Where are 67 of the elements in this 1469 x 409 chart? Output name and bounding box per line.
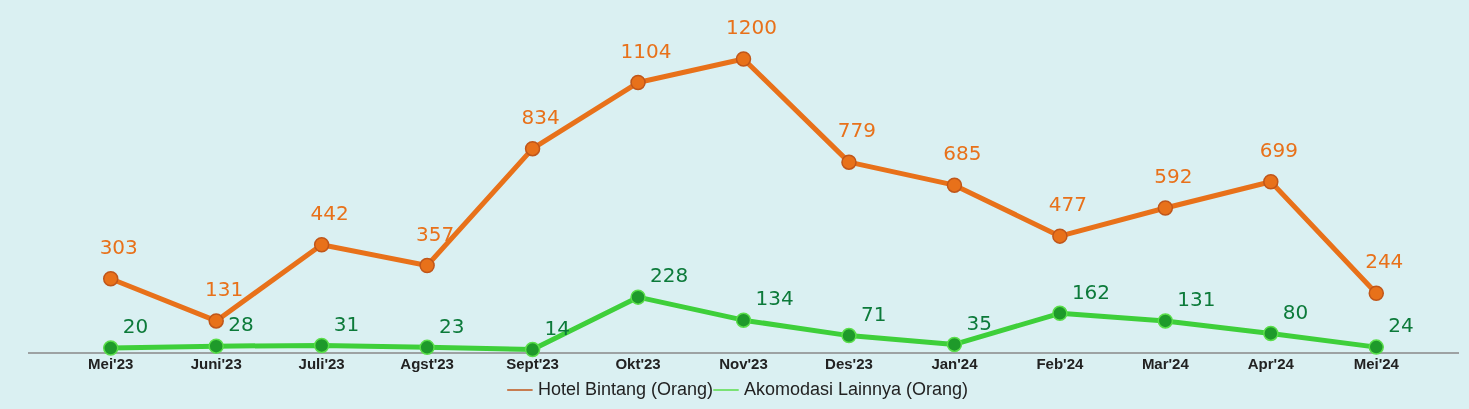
data-label: 14 [544,315,571,340]
x-tick-label: Jan'24 [931,355,979,373]
point [735,51,752,67]
data-label: 31 [333,311,360,336]
point [313,236,330,253]
point [1157,200,1174,216]
data-label: 357 [416,221,455,246]
data-label: 477 [1048,192,1087,217]
data-label: 244 [1365,249,1404,274]
data-label: 699 [1259,137,1298,162]
data-label: 80 [1282,299,1309,324]
point [1368,285,1385,301]
point [313,337,330,354]
x-tick-label: Mei'24 [1353,355,1400,373]
x-tick-label: Nov'23 [719,355,768,373]
data-label: 35 [966,310,992,335]
data-label: 162 [1071,279,1111,304]
x-tick-label: Juli'23 [298,355,345,373]
x-tick-label: Agst'23 [400,355,454,373]
data-label: 71 [860,301,887,326]
x-tick-label: Feb'24 [1036,355,1084,373]
data-label: 303 [99,234,138,259]
data-label: 834 [521,104,560,129]
point [946,177,963,193]
point [419,257,435,274]
point [419,339,435,356]
x-tick-label: Des'23 [825,355,873,373]
data-label: 779 [837,118,877,143]
data-label: 685 [943,141,982,166]
x-tick-label: Mar'24 [1141,355,1190,373]
point [630,74,646,91]
data-label: 131 [1177,287,1216,312]
data-label: 20 [122,314,149,339]
point [1052,228,1068,244]
x-tick-label: Mei'23 [88,355,134,373]
point [524,341,541,358]
point [630,289,646,305]
point [1263,325,1279,342]
data-label: 134 [755,286,794,311]
point [841,327,857,344]
x-tick-label: Sept'23 [506,355,559,373]
point [102,271,119,287]
data-label: 1200 [726,15,777,40]
legend-label: Hotel Bintang (Orang) [537,378,713,399]
data-label: 442 [310,200,349,225]
data-label: 24 [1388,313,1414,338]
point [1368,339,1385,355]
x-tick-label: Okt'23 [615,355,661,373]
data-label: 1104 [620,38,672,63]
point [735,312,752,328]
point [208,338,224,354]
data-label: 131 [205,277,244,302]
data-label: 592 [1154,164,1193,189]
point [1052,305,1068,322]
point [208,313,224,329]
point [1263,174,1279,190]
legend-label: Akomodasi Lainnya (Orang) [743,378,969,399]
point [102,340,119,356]
x-tick-label: Juni'23 [190,355,242,373]
point [1157,313,1174,329]
point [946,336,963,353]
x-tick-label: Apr'24 [1247,355,1295,373]
data-label: 23 [439,313,465,338]
data-label: 228 [650,263,689,288]
data-label: 28 [228,312,254,337]
point [524,140,541,157]
point [841,154,857,170]
